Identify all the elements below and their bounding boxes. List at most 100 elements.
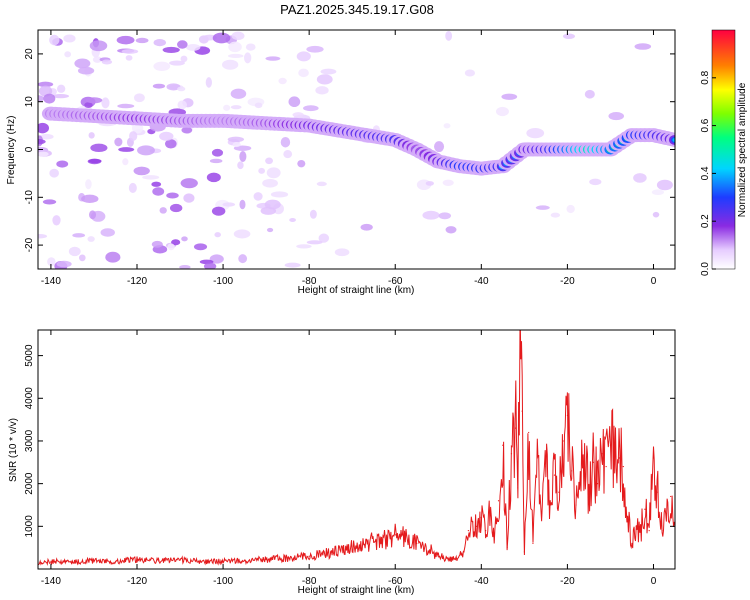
noise-blob [422,210,440,220]
noise-blob [49,168,59,178]
colorbar: 0.0 0.2 0.4 0.6 0.8 Normalized spectral ampl… [700,29,748,276]
noise-blob [84,102,93,109]
snr-data-point [588,495,590,498]
spectrogram-xtick-label: -100 [213,276,233,287]
noise-blob [239,151,247,162]
noise-blob [180,178,198,189]
snr-data-point [463,551,465,553]
snr-data-point [308,555,310,557]
snr-data-point [545,465,547,468]
noise-blob [223,104,231,111]
snr-data-point [571,470,573,472]
noise-blob [77,66,95,75]
snr-data-point [485,529,487,532]
noise-blob [316,74,333,85]
snr-data-point [521,410,523,412]
noise-blob [320,68,337,75]
noise-blob [72,233,86,238]
noise-blob [550,212,561,218]
noise-blob [38,122,50,134]
noise-blob [165,139,177,149]
noise-blob [177,40,188,49]
spectrogram-ytick-label: -10 [24,190,35,205]
snr-data-point [287,557,289,559]
noise-blob [526,128,545,139]
noise-blob [129,131,138,141]
noise-blob [442,179,454,186]
noise-blob [211,206,226,216]
snr-ytick-label: 1000 [24,515,35,538]
noise-blob [183,193,195,203]
snr-data-point [93,559,95,562]
snr-data-point [446,557,448,559]
noise-blob [100,228,115,237]
noise-blob [101,59,113,65]
noise-blob [38,233,48,239]
noise-blob [177,86,186,92]
snr-data-point [553,474,556,476]
noise-blob [306,240,323,245]
noise-blob [283,149,293,159]
noise-blob [177,100,187,110]
spectrogram-xtick-label: -120 [127,276,147,287]
noise-blob [118,147,135,152]
noise-blob [438,212,452,220]
noise-blob [39,133,54,140]
noise-blob [179,264,191,269]
noise-blob [334,248,350,257]
noise-blob [231,31,245,41]
noise-blob [535,205,550,210]
noise-blob [318,233,330,243]
noise-blob [89,210,97,220]
noise-blob [128,182,137,193]
noise-blob [38,151,49,157]
snr-data-point [592,461,594,463]
noise-blob [230,88,247,99]
snr-xtick-label: -40 [474,576,489,587]
snr-data-point [618,457,620,459]
snr-data-point [472,521,474,523]
snr-data-point [437,555,439,557]
snr-data-point [467,529,470,532]
noise-blob [63,34,76,43]
noise-blob [608,112,625,121]
snr-data-point [502,444,504,446]
snr-ytick-label: 2000 [24,472,35,495]
noise-blob [316,181,327,187]
noise-blob [297,159,306,168]
snr-data-point [222,560,224,562]
noise-blob [309,209,317,219]
noise-blob [443,123,451,129]
snr-data-point [360,544,362,546]
noise-blob [162,46,180,53]
noise-blob [90,143,108,153]
noise-blob [89,40,108,52]
snr-data-point [480,517,482,519]
noise-blob [634,43,652,50]
noise-blob [265,56,281,61]
noise-blob [222,202,236,207]
noise-blob [237,161,244,170]
noise-blob [92,56,102,63]
noise-blob [43,93,56,104]
noise-blob [42,199,57,205]
snr-data-point [639,529,642,532]
snr-data-point [493,538,495,540]
snr-data-point [558,491,560,493]
noise-blob [260,206,277,215]
snr-data-point [373,540,375,542]
noise-blob [233,229,251,239]
snr-data-point [510,453,513,455]
noise-blob [292,112,304,118]
noise-blob [633,173,647,183]
snr-data-point [566,414,568,416]
colorbar-tick-label: 0.0 [700,262,711,276]
snr-data-point [601,453,603,455]
noise-blob [193,243,208,251]
spectrogram-xtick-label: -20 [560,276,575,287]
spectrogram-xtick-label: -80 [302,276,317,287]
snr-data-point [536,457,538,459]
snr-xtick-label: -100 [213,576,233,587]
